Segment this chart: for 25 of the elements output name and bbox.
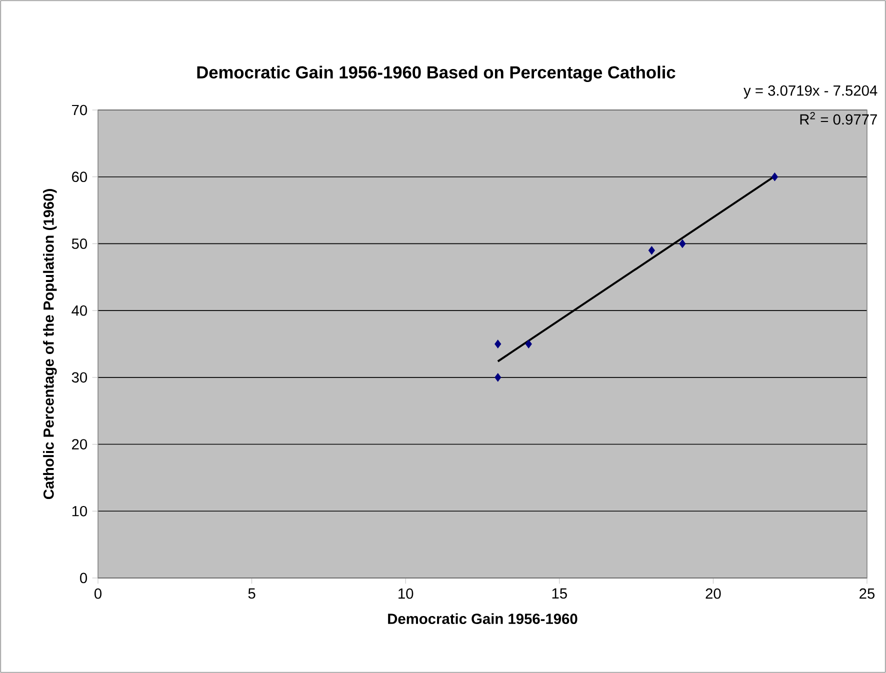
annotation: R$^{2}$ = 0.9777 [800,112,877,125]
chart-title: Democratic Gain 1956-1960 Based on Percentage Catholic [197,66,676,82]
x-tick-label: 10 [398,588,414,599]
x-axis-title: Democratic Gain 1956-1960 [388,613,578,624]
y-tick-label: 20 [72,439,88,450]
y-tick-label: 10 [72,506,88,516]
point [771,172,778,182]
x-tick-label: 5 [248,588,256,599]
x-tick-label: 0 [94,588,102,599]
point [494,373,502,382]
x-tick-label: 20 [706,588,721,599]
y-axis-title: Catholic Percentage of the Population (1960) [43,189,57,500]
y-tick-label: 60 [72,172,88,182]
y-tick-label: 40 [72,305,88,316]
y-tick-label: 30 [72,372,88,383]
point [648,246,655,255]
point [525,340,532,348]
point [494,340,502,348]
point [679,239,686,248]
y-tick-label: 0 [80,572,88,584]
y-tick-label: 50 [72,238,88,249]
text: y = 3.0719x - 7.5204 [744,85,878,99]
x-tick-label: 15 [552,588,567,599]
y-tick-label: 70 [72,104,88,116]
x-tick-label: 25 [860,588,875,599]
